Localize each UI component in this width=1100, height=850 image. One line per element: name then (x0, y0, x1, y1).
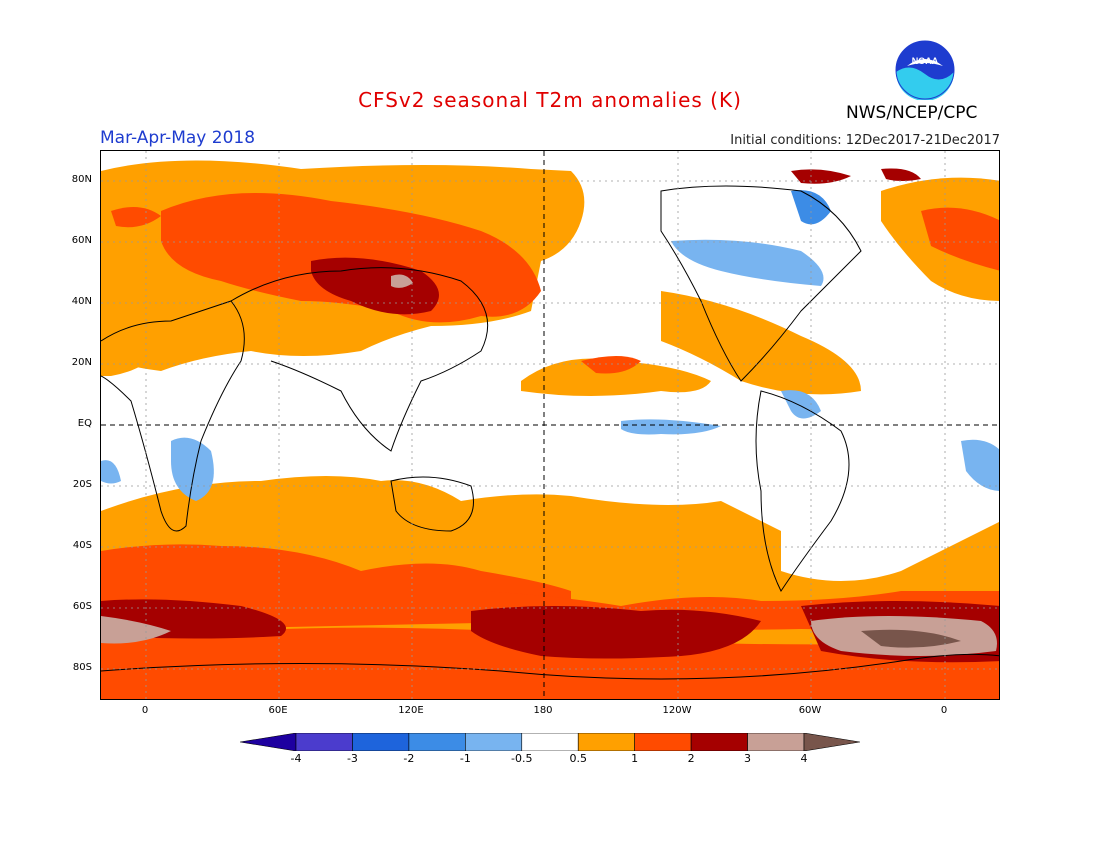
lat-label-80s: 80S (72, 662, 92, 673)
colorbar (240, 733, 860, 751)
colorbar-label: -0.5 (511, 752, 533, 765)
lat-label-20s: 20S (72, 479, 92, 490)
colorbar-segment (803, 733, 860, 751)
noaa-logo: NOAA (895, 40, 955, 100)
lon-label-0-right: 0 (940, 705, 948, 716)
lon-label-60w: 60W (798, 705, 822, 716)
colorbar-label: 1 (631, 752, 639, 765)
agency-label: NWS/NCEP/CPC (846, 103, 978, 123)
lat-label-20n: 20N (71, 357, 92, 368)
lat-label-60n: 60N (71, 235, 92, 246)
colorbar-segment (352, 733, 410, 751)
initial-conditions: Initial conditions: 12Dec2017-21Dec2017 (730, 133, 1000, 148)
colorbar-label: 4 (800, 752, 808, 765)
colorbar-label: 3 (744, 752, 752, 765)
anomaly-map (100, 150, 1000, 700)
colorbar-segment (690, 733, 748, 751)
colorbar-segment (465, 733, 523, 751)
lon-label-0: 0 (141, 705, 149, 716)
anomaly-fill-red (101, 193, 999, 699)
lat-label-eq: EQ (77, 418, 92, 429)
colorbar-label: -4 (290, 752, 302, 765)
colorbar-segment (577, 733, 635, 751)
colorbar-label: -1 (459, 752, 471, 765)
colorbar-label: -3 (346, 752, 358, 765)
colorbar-segment (747, 733, 805, 751)
colorbar-label: 2 (687, 752, 695, 765)
lat-label-40n: 40N (71, 296, 92, 307)
colorbar-label: 0.5 (569, 752, 587, 765)
lat-label-60s: 60S (72, 601, 92, 612)
lon-label-180: 180 (533, 705, 553, 716)
graticule (101, 151, 999, 699)
colorbar-segment (295, 733, 353, 751)
chart-title: CFSv2 seasonal T2m anomalies (K) (358, 88, 742, 112)
noaa-logo-text: NOAA (912, 56, 939, 66)
colorbar-segment (408, 733, 466, 751)
lat-label-80n: 80N (71, 174, 92, 185)
colorbar-label: -2 (403, 752, 415, 765)
colorbar-segment (521, 733, 579, 751)
colorbar-segment (240, 733, 297, 751)
forecast-period: Mar-Apr-May 2018 (100, 128, 256, 148)
colorbar-segment (634, 733, 692, 751)
lon-label-120w: 120W (662, 705, 692, 716)
lon-label-60e: 60E (268, 705, 288, 716)
lon-label-120e: 120E (398, 705, 424, 716)
anomaly-fill-brown (101, 274, 997, 656)
coastlines (101, 185, 999, 680)
lat-label-40s: 40S (72, 540, 92, 551)
